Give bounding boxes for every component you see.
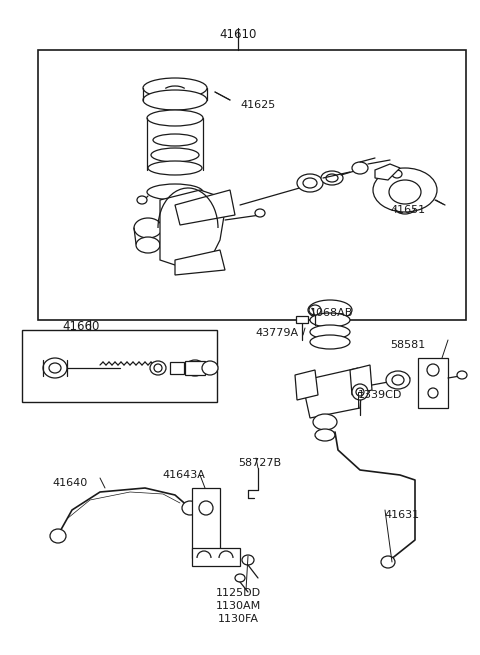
Ellipse shape xyxy=(315,429,335,441)
Ellipse shape xyxy=(134,218,162,238)
Polygon shape xyxy=(375,164,400,180)
Bar xyxy=(22,330,217,402)
Ellipse shape xyxy=(43,358,67,378)
Ellipse shape xyxy=(386,371,410,389)
Ellipse shape xyxy=(154,364,162,372)
Ellipse shape xyxy=(427,364,439,376)
Ellipse shape xyxy=(50,529,66,543)
Text: 41651: 41651 xyxy=(390,205,425,215)
Ellipse shape xyxy=(153,134,197,146)
Ellipse shape xyxy=(255,209,265,217)
Ellipse shape xyxy=(392,170,402,178)
Ellipse shape xyxy=(148,161,202,175)
Ellipse shape xyxy=(321,171,343,185)
Ellipse shape xyxy=(373,168,437,212)
Ellipse shape xyxy=(381,556,395,568)
Polygon shape xyxy=(350,365,372,395)
Bar xyxy=(185,361,205,375)
Polygon shape xyxy=(175,190,235,225)
Ellipse shape xyxy=(352,162,368,174)
Text: 41610: 41610 xyxy=(219,28,257,41)
Ellipse shape xyxy=(309,305,321,315)
Text: 1125DD: 1125DD xyxy=(216,588,261,598)
Ellipse shape xyxy=(326,174,338,182)
Ellipse shape xyxy=(352,384,368,400)
Bar xyxy=(192,548,240,566)
Text: 41660: 41660 xyxy=(62,320,99,333)
Ellipse shape xyxy=(143,78,207,98)
Polygon shape xyxy=(160,190,225,270)
Bar xyxy=(418,358,448,408)
Ellipse shape xyxy=(136,237,160,253)
Ellipse shape xyxy=(392,375,404,385)
Ellipse shape xyxy=(49,363,61,373)
Ellipse shape xyxy=(199,501,213,515)
Ellipse shape xyxy=(356,388,364,396)
Ellipse shape xyxy=(150,361,166,375)
Ellipse shape xyxy=(202,361,218,375)
Text: 41625: 41625 xyxy=(240,100,275,110)
Text: 1130AM: 1130AM xyxy=(216,601,261,611)
Ellipse shape xyxy=(147,184,203,200)
Ellipse shape xyxy=(147,110,203,126)
Ellipse shape xyxy=(310,313,350,327)
Ellipse shape xyxy=(303,178,317,188)
Text: 1130FA: 1130FA xyxy=(217,614,259,624)
Ellipse shape xyxy=(389,180,421,204)
Ellipse shape xyxy=(313,414,337,430)
Ellipse shape xyxy=(143,90,207,110)
Text: 41643A: 41643A xyxy=(162,470,205,480)
Ellipse shape xyxy=(151,148,199,162)
Ellipse shape xyxy=(308,300,352,320)
Text: 1068AB: 1068AB xyxy=(310,308,353,318)
Ellipse shape xyxy=(182,501,198,515)
Polygon shape xyxy=(295,370,318,400)
Ellipse shape xyxy=(242,555,254,565)
Text: 58581: 58581 xyxy=(390,340,425,350)
Ellipse shape xyxy=(235,574,245,582)
Text: 41631: 41631 xyxy=(384,510,419,520)
Ellipse shape xyxy=(428,388,438,398)
Bar xyxy=(192,488,220,558)
Text: 41640: 41640 xyxy=(52,478,87,488)
Text: 43779A: 43779A xyxy=(255,328,298,338)
Bar xyxy=(38,50,466,320)
Text: 1339CD: 1339CD xyxy=(358,390,402,400)
Ellipse shape xyxy=(297,174,323,192)
Bar xyxy=(296,316,308,323)
Polygon shape xyxy=(175,250,225,275)
Text: 58727B: 58727B xyxy=(238,458,281,468)
Polygon shape xyxy=(305,368,362,418)
Bar xyxy=(170,362,184,374)
Ellipse shape xyxy=(310,325,350,339)
Ellipse shape xyxy=(185,360,205,376)
Ellipse shape xyxy=(457,371,467,379)
Ellipse shape xyxy=(137,196,147,204)
Ellipse shape xyxy=(310,335,350,349)
